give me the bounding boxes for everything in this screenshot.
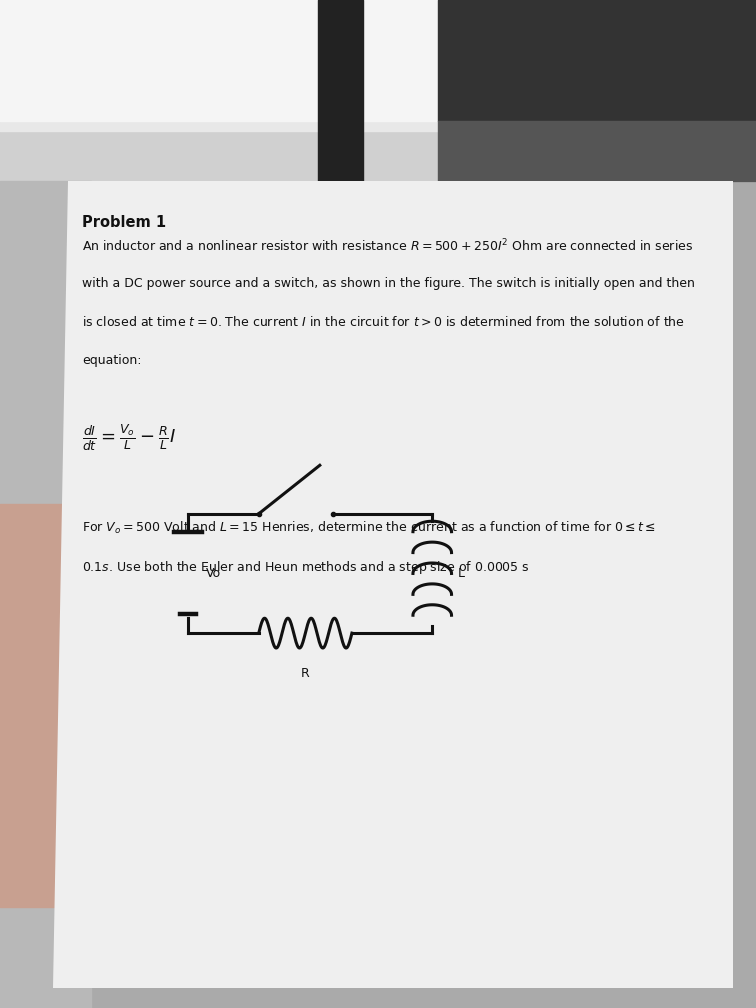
Text: is closed at time $t = 0$. The current $I$ in the circuit for $t > 0$ is determi: is closed at time $t = 0$. The current $… bbox=[82, 316, 685, 330]
Text: Problem 1: Problem 1 bbox=[82, 216, 166, 231]
Text: with a DC power source and a switch, as shown in the figure. The switch is initi: with a DC power source and a switch, as … bbox=[82, 276, 695, 289]
Text: R: R bbox=[301, 666, 310, 679]
Text: 0.1$s$. Use both the Euler and Heun methods and a step size of 0.0005 s: 0.1$s$. Use both the Euler and Heun meth… bbox=[82, 558, 530, 576]
Text: $\frac{dI}{dt} = \frac{V_o}{L} - \frac{R}{L}I$: $\frac{dI}{dt} = \frac{V_o}{L} - \frac{R… bbox=[82, 422, 176, 454]
Polygon shape bbox=[53, 181, 733, 988]
Text: L: L bbox=[458, 566, 465, 580]
Text: equation:: equation: bbox=[82, 354, 141, 367]
Text: Vo: Vo bbox=[206, 566, 222, 580]
Text: An inductor and a nonlinear resistor with resistance $R = 500 + 250I^2$ Ohm are : An inductor and a nonlinear resistor wit… bbox=[82, 238, 693, 254]
Text: For $V_o = 500$ Volt and $L = 15$ Henries, determine the current as a function o: For $V_o = 500$ Volt and $L = 15$ Henrie… bbox=[82, 520, 656, 536]
